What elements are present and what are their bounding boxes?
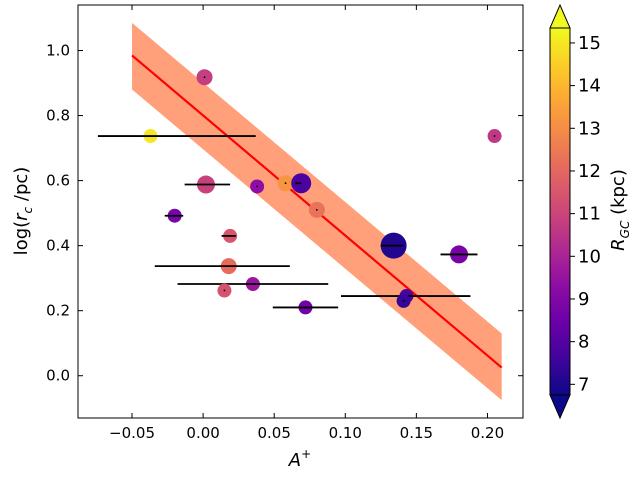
x-axis-label-sup: + <box>301 447 311 461</box>
colorbar-extend-bottom <box>549 394 571 420</box>
colorbar-tick-label-3: 10 <box>578 246 601 267</box>
colorbar: 7 8 9 10 11 12 13 14 15 <box>549 3 601 420</box>
y-tick-label-2: 0.4 <box>46 237 70 255</box>
center-dot-18 <box>493 135 496 137</box>
x-tick-label-5: 0.20 <box>471 424 504 442</box>
colorbar-body <box>549 27 571 396</box>
colorbar-tick-label-0: 7 <box>578 374 589 395</box>
y-tick-label-0: 0.0 <box>46 367 70 385</box>
colorbar-tick-label-2: 9 <box>578 289 589 310</box>
y-axis-label-sub: c <box>21 206 35 213</box>
colorbar-tick-label-4: 11 <box>578 204 601 225</box>
x-tick-label-3: 0.10 <box>329 424 362 442</box>
colorbar-label-main: R <box>608 238 629 251</box>
colorbar-tick-label-6: 13 <box>578 118 601 139</box>
y-axis-label: log(rc /pc) <box>11 167 35 256</box>
colorbar-tick-label-7: 14 <box>578 76 601 97</box>
axes: −0.05 0.00 0.05 0.10 0.15 0.20 0.0 0.2 0.4 0.6 0.8… <box>46 5 523 442</box>
y-tick-label-3: 0.6 <box>46 172 70 190</box>
x-tick-label-2: 0.05 <box>257 424 290 442</box>
colorbar-tick-label-5: 12 <box>578 161 601 182</box>
plot-area <box>97 22 503 401</box>
x-tick-label-1: 0.00 <box>186 424 219 442</box>
y-tick-label-5: 1.0 <box>46 42 70 60</box>
center-dot-5 <box>284 182 287 185</box>
colorbar-label-sub: GC <box>618 220 632 238</box>
y-axis-label-main: log( <box>11 221 32 255</box>
y-tick-label-1: 0.2 <box>46 302 70 320</box>
colorbar-tick-label-8: 15 <box>578 33 601 54</box>
y-axis-label-tail: /pc) <box>11 167 32 207</box>
colorbar-tick-label-1: 8 <box>578 332 589 353</box>
colorbar-label-tail: (kpc) <box>608 169 629 221</box>
x-axis-label-main: A <box>288 450 301 471</box>
colorbar-extend-top <box>549 3 571 29</box>
center-dot-7 <box>315 208 318 211</box>
plot-clip-group <box>97 22 503 401</box>
y-tick-label-4: 0.8 <box>46 107 70 125</box>
x-tick-label-4: 0.15 <box>400 424 433 442</box>
center-dot-16 <box>402 300 405 302</box>
center-dot-4 <box>256 185 259 188</box>
y-axis-label-r: r <box>11 212 32 221</box>
center-dot-1 <box>203 76 206 79</box>
colorbar-label: RGC (kpc) <box>608 169 632 251</box>
center-dot-14 <box>223 289 226 292</box>
x-tick-label-0: −0.05 <box>109 424 155 442</box>
x-axis-label: A+ <box>288 447 311 471</box>
plot-frame <box>77 4 524 419</box>
